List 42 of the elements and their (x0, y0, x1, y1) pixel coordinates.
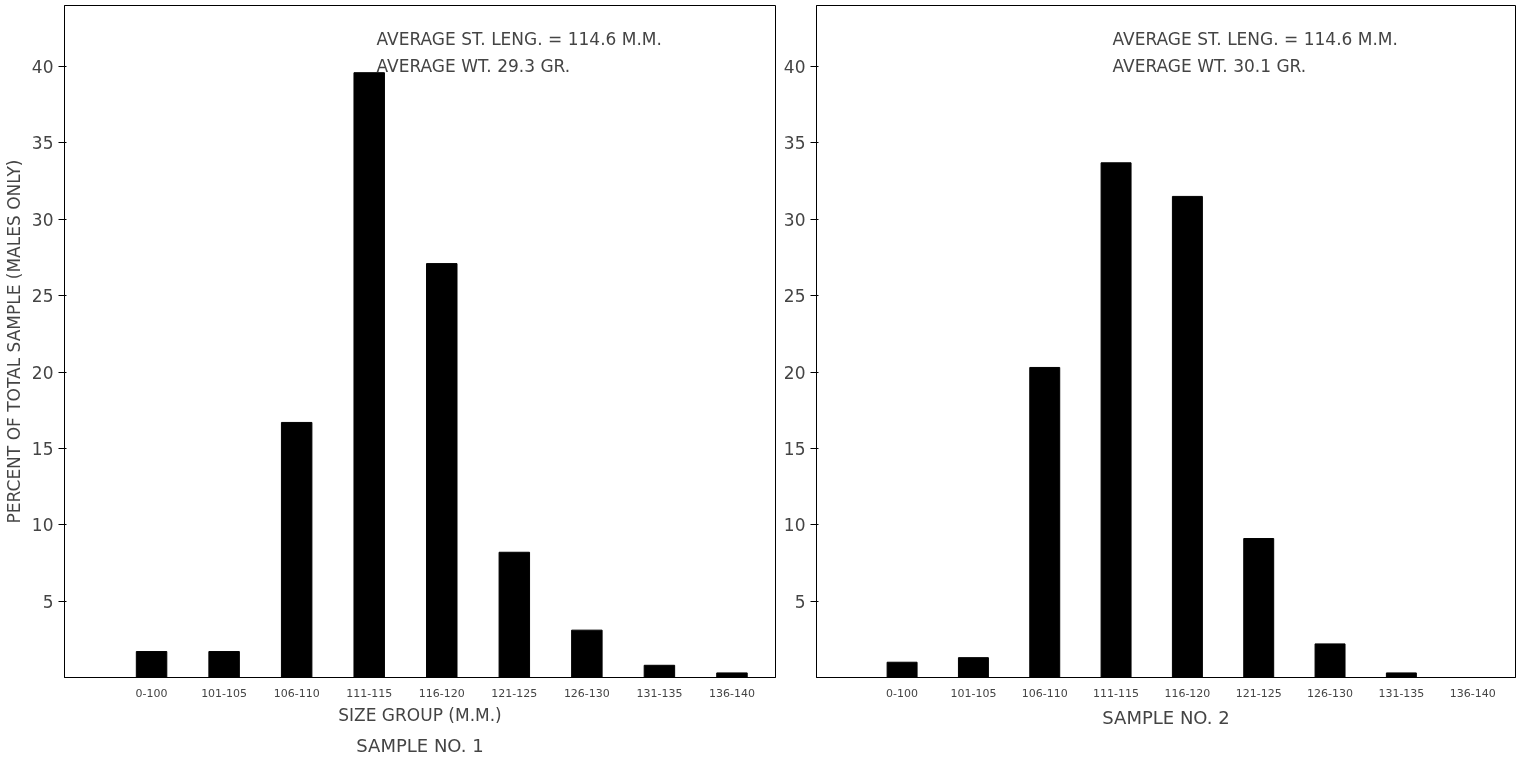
y-tick-label: 10 (783, 515, 806, 536)
y-tick-label: 35 (31, 133, 54, 154)
y-tick-label: 5 (794, 591, 806, 612)
annotation: AVERAGE WT. 30.1 GR. (1112, 55, 1307, 76)
x-tick-label: 106-110 (273, 686, 320, 700)
y-tick-label: 5 (42, 591, 54, 612)
annotation: AVERAGE WT. 29.3 GR. (376, 55, 571, 76)
x-tick-label: 0-100 (886, 686, 919, 700)
x-axis-title: SIZE GROUP (M.M.) (338, 704, 502, 725)
annotation: AVERAGE ST. LENG. = 114.6 M.M. (1112, 29, 1398, 50)
x-tick-label: 121-125 (1235, 686, 1282, 700)
y-tick-label: 30 (783, 209, 806, 230)
x-tick-label: 0-100 (135, 686, 168, 700)
y-tick-label: 30 (31, 209, 54, 230)
x-tick-label: 116-120 (1164, 686, 1211, 700)
x-tick-label: 136-140 (1449, 686, 1496, 700)
y-tick-label: 20 (783, 362, 806, 383)
y-tick-label: 40 (783, 57, 806, 78)
y-tick-label: 40 (31, 57, 54, 78)
x-tick-label: 136-140 (708, 686, 755, 700)
annotation: AVERAGE ST. LENG. = 114.6 M.M. (376, 29, 662, 50)
x-tick-label: 121-125 (491, 686, 538, 700)
y-tick-label: 25 (31, 286, 54, 307)
x-tick-label: 131-135 (1378, 686, 1425, 700)
text: SAMPLE NO. 1 (356, 734, 484, 756)
x-tick-label: 126-130 (563, 686, 610, 700)
x-tick-label: 106-110 (1021, 686, 1068, 700)
y-tick-label: 10 (31, 515, 54, 536)
x-tick-label: 101-105 (201, 686, 248, 700)
y-axis-title: PERCENT OF TOTAL SAMPLE (MALES ONLY) (3, 159, 24, 524)
x-tick-label: 131-135 (636, 686, 683, 700)
x-tick-label: 111-115 (1093, 686, 1140, 700)
x-tick-label: 116-120 (418, 686, 465, 700)
x-tick-label: 126-130 (1307, 686, 1354, 700)
x-tick-label: 111-115 (346, 686, 393, 700)
x-tick-label: 101-105 (950, 686, 997, 700)
y-tick-label: 35 (783, 133, 806, 154)
y-tick-label: 15 (783, 438, 806, 459)
y-tick-label: 20 (31, 362, 54, 383)
y-tick-label: 15 (31, 438, 54, 459)
y-tick-label: 25 (783, 286, 806, 307)
text: SAMPLE NO. 2 (1102, 706, 1230, 728)
